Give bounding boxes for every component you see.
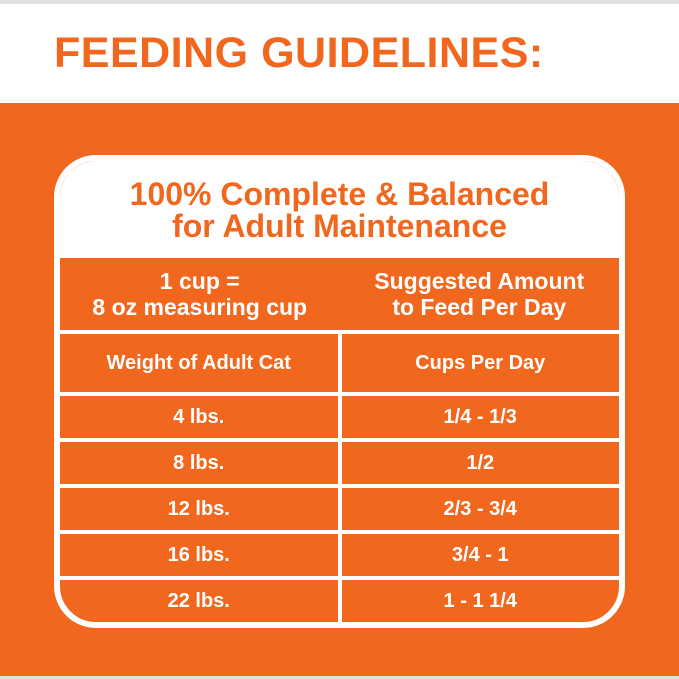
- card-heading: 100% Complete & Balanced for Adult Maint…: [60, 161, 619, 258]
- column-labels-row: Weight of Adult Cat Cups Per Day: [60, 330, 619, 392]
- suggested-amount-line1: Suggested Amount: [374, 268, 585, 294]
- table-row: 22 lbs. 1 - 1 1/4: [60, 576, 619, 622]
- cup-equivalence-line2: 8 oz measuring cup: [92, 294, 308, 320]
- table-row: 16 lbs. 3/4 - 1: [60, 530, 619, 576]
- card-heading-line2: for Adult Maintenance: [172, 207, 507, 244]
- header-cell-cup-equivalence: 1 cup = 8 oz measuring cup: [60, 258, 340, 330]
- table-row: 12 lbs. 2/3 - 3/4: [60, 484, 619, 530]
- column-label-weight: Weight of Adult Cat: [106, 351, 291, 374]
- weight-cell: 16 lbs.: [167, 543, 230, 566]
- header-cell-suggested-amount: Suggested Amount to Feed Per Day: [340, 258, 620, 330]
- bottom-edge-strip: [0, 676, 679, 679]
- table-row: 8 lbs. 1/2: [60, 438, 619, 484]
- guidelines-card: 100% Complete & Balanced for Adult Maint…: [54, 155, 625, 628]
- suggested-amount-line2: to Feed Per Day: [392, 294, 567, 320]
- weight-cell: 4 lbs.: [173, 405, 225, 428]
- weight-cell: 12 lbs.: [167, 497, 230, 520]
- card-heading-line1: 100% Complete & Balanced: [129, 175, 550, 212]
- cups-cell: 2/3 - 3/4: [337, 488, 620, 530]
- weight-cell: 8 lbs.: [173, 451, 225, 474]
- cup-equivalence-line1: 1 cup =: [159, 268, 240, 294]
- cups-cell: 1/4 - 1/3: [337, 396, 620, 438]
- cups-cell: 3/4 - 1: [337, 534, 620, 576]
- table-header-row: 1 cup = 8 oz measuring cup Suggested Amo…: [60, 258, 619, 330]
- header-band: FEEDING GUIDELINES:: [0, 4, 679, 103]
- column-label-cups: Cups Per Day: [337, 334, 620, 392]
- cups-cell: 1 - 1 1/4: [337, 580, 620, 622]
- page-title: FEEDING GUIDELINES:: [54, 29, 544, 77]
- cups-cell: 1/2: [337, 442, 620, 484]
- feeding-table: 1 cup = 8 oz measuring cup Suggested Amo…: [60, 258, 619, 622]
- weight-cell: 22 lbs.: [167, 589, 230, 612]
- top-edge-strip: [0, 0, 679, 4]
- orange-panel: 100% Complete & Balanced for Adult Maint…: [0, 103, 679, 676]
- table-row: 4 lbs. 1/4 - 1/3: [60, 392, 619, 438]
